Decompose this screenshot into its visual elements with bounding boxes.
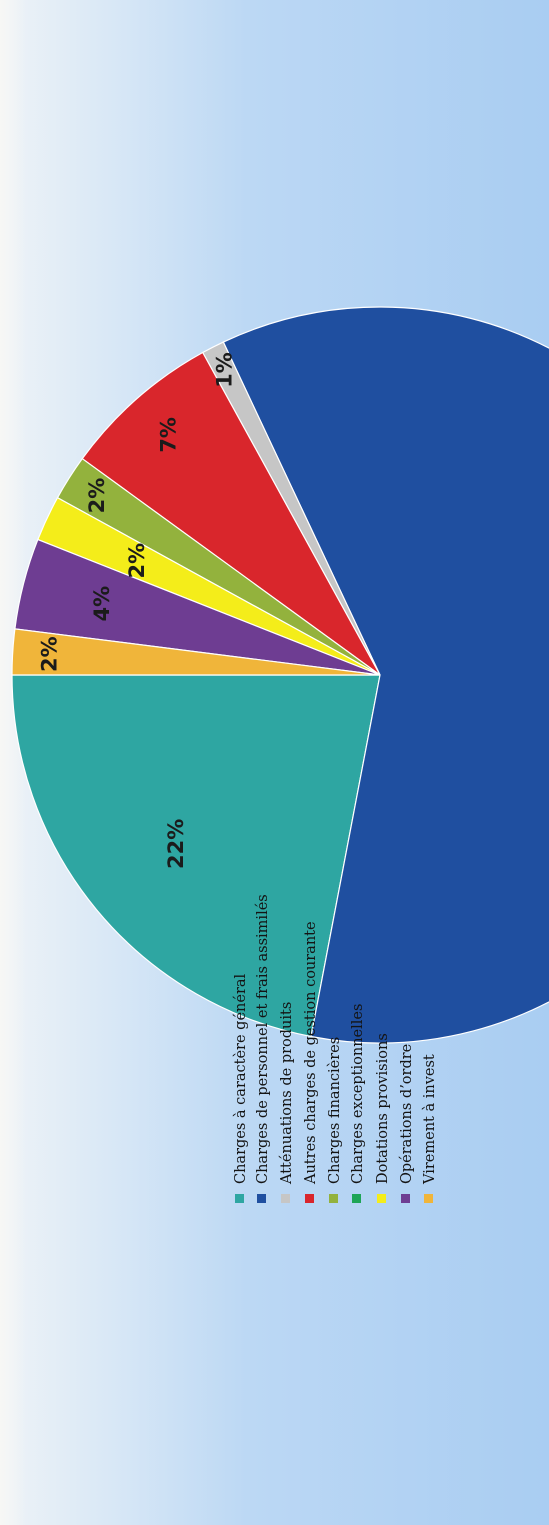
pie-slice bbox=[11, 674, 381, 1038]
legend-swatch bbox=[257, 1194, 266, 1203]
pie-data-label: 22% bbox=[164, 819, 188, 869]
pie-data-label: 2% bbox=[85, 478, 109, 514]
legend-label: Virement à invest bbox=[421, 1054, 438, 1185]
legend-label: Charges financières bbox=[327, 1037, 343, 1184]
legend-swatch bbox=[352, 1194, 361, 1203]
pie-slice bbox=[222, 306, 549, 1044]
legend-swatch bbox=[329, 1194, 338, 1203]
pie-data-label: 1% bbox=[213, 352, 237, 388]
pie-data-label: 2% bbox=[125, 543, 149, 579]
pie-slice bbox=[81, 351, 381, 676]
legend-label: Opérations d’ordre bbox=[399, 1044, 415, 1184]
legend-swatch bbox=[377, 1194, 386, 1203]
legend-label: Charges exceptionnelles bbox=[350, 1004, 366, 1184]
pie-data-label: 7% bbox=[156, 417, 180, 453]
pie-labels: 22% 1% 7% 2% 2% 4% 2% bbox=[37, 352, 236, 869]
legend-swatch bbox=[281, 1194, 290, 1203]
pie-data-label: 2% bbox=[37, 636, 61, 672]
legend-swatch bbox=[401, 1194, 410, 1203]
pie bbox=[11, 306, 549, 1044]
legend-swatch bbox=[424, 1194, 433, 1203]
legend-swatch bbox=[305, 1194, 314, 1203]
legend-label: Dotations provisions bbox=[375, 1033, 391, 1184]
legend: Charges à caractère général Charges de pe… bbox=[232, 894, 438, 1203]
pie-slice bbox=[11, 628, 381, 676]
legend-label: Charges de personnel et frais assimilés bbox=[255, 894, 271, 1184]
legend-swatch bbox=[235, 1194, 244, 1203]
legend-label: Atténuations de produits bbox=[279, 1002, 295, 1185]
legend-label: Autres charges de gestion courante bbox=[303, 921, 319, 1185]
legend-label: Charges à caractère général bbox=[232, 973, 249, 1184]
pie-data-label: 4% bbox=[90, 586, 114, 622]
